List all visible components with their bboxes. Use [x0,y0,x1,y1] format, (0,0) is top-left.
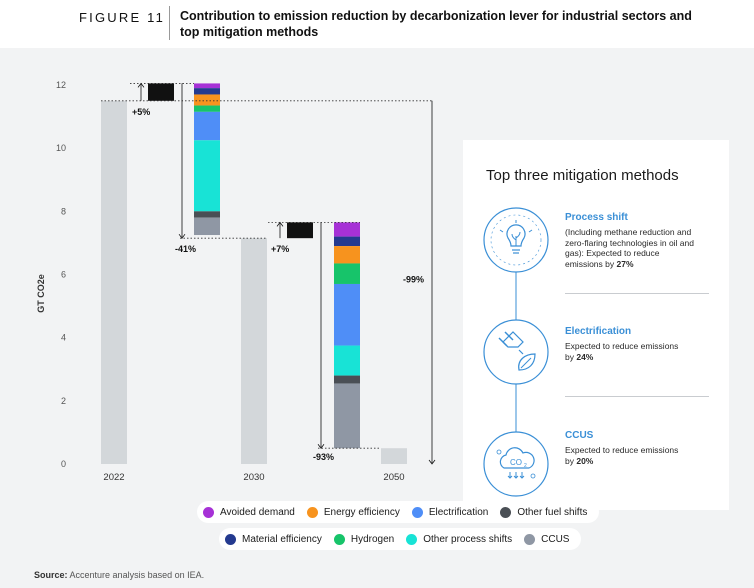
method-icons: CO 2 [483,207,549,497]
svg-text:2: 2 [524,463,527,469]
figure-title: Contribution to emission reduction by de… [180,9,692,39]
y-tick-label: 2 [61,396,66,406]
x-tick-label: 2030 [243,472,264,483]
method-name-process-shift: Process shift [565,212,628,223]
stack-segment-electrification [334,283,360,346]
stack-segment-other-process-shifts [194,140,220,212]
method-name-ccus: CCUS [565,430,594,441]
legend-item: Energy efficiency [306,506,400,518]
reduction-arrow-head [178,233,186,239]
legend-item: Electrification [411,506,489,518]
legend-label: Hydrogen [350,533,395,545]
source-text: Accenture analysis based on IEA. [69,570,205,580]
stack-segment-material-efficiency [334,236,360,247]
x-tick-label: 2022 [103,472,124,483]
stack-segment-other-process-shifts [334,345,360,376]
legend-swatch [524,533,536,545]
legend-item: Material efficiency [225,533,322,545]
legend-label: Material efficiency [242,533,322,545]
source-label: Source: [34,570,68,580]
legend-item: Avoided demand [203,506,295,518]
lightbulb-leaf-icon [483,207,549,273]
total-bar-2022 [101,100,127,464]
legend-label: CCUS [541,533,570,545]
source-note: Source: Accenture analysis based on IEA. [34,570,204,580]
growth-bar [287,222,313,239]
co2-cloud-icon: CO 2 [483,431,549,497]
stack-segment-energy-efficiency [334,246,360,264]
reduction-arrow-head [317,443,325,449]
method-desc-process-shift: (Including methane reduction and zero-fla… [565,227,694,269]
legend-swatch [203,506,214,518]
legend-swatch [411,506,423,518]
method-desc-ccus: Expected to reduce emissions by 20% [565,445,679,466]
stack-segment-hydrogen [334,263,360,284]
growth-bar [148,83,174,101]
y-tick-label: 8 [61,206,66,216]
total-bar-2050 [381,448,407,464]
waterfall-chart: 0 2 4 6 8 10 12 GT CO2e 2022 2030 2050 +5% +7% -41% -9… [36,80,436,483]
plug-leaf-icon [483,319,549,385]
legend-label: Other fuel shifts [517,506,588,518]
svg-text:CO: CO [510,458,522,467]
legend-swatch [500,506,512,518]
mitigation-title: Top three mitigation methods [486,167,679,184]
legend-label: Other process shifts [423,533,513,545]
reduction-label: -93% [313,452,334,462]
method-name-electrification: Electrification [565,326,632,337]
y-tick-label: 6 [61,270,66,280]
method-desc-electrification: Expected to reduce emissions by 24% [565,341,679,362]
stack-segment-electrification [194,111,220,141]
total-bar-2030 [241,238,267,464]
legend-label: Electrification [428,506,489,518]
reduction-arrow-head [428,459,436,465]
stack-segment-material-efficiency [194,88,220,95]
legend-item: Other fuel shifts [500,506,588,518]
y-tick-label: 4 [61,333,66,343]
stack-segment-ccus [334,383,360,449]
mitigation-card: Top three mitigation methods [463,140,729,510]
growth-label: +7% [271,244,289,254]
reduction-label: -41% [175,244,196,254]
y-axis-label: GT CO2e [36,274,46,313]
x-tick-label: 2050 [383,472,404,483]
growth-label: +5% [132,107,150,117]
y-tick-label: 10 [56,143,66,153]
figure-header: FIGURE 11 Contribution to emission reduc… [0,0,754,48]
legend-label: Energy efficiency [323,506,400,518]
legend-swatch [333,533,345,545]
stack-segment-avoided-demand [194,83,220,89]
stack-segment-energy-efficiency [194,94,220,106]
legend-swatch [306,506,318,518]
legend-item: Other process shifts [406,533,513,545]
chart-panel: 0 2 4 6 8 10 12 GT CO2e 2022 2030 2050 +5% +7% -41% -9… [0,48,754,588]
method-separator [565,293,709,294]
stack-segment-other-fuel-shifts [334,375,360,384]
legend-label: Avoided demand [220,506,295,518]
legend-item: Hydrogen [333,533,395,545]
legend-swatch [406,533,418,545]
legend-item: CCUS [524,533,570,545]
reduction-label: -99% [403,274,424,284]
legend-row-2: Material efficiency Hydrogen Other proce… [219,528,582,550]
stack-segment-ccus [194,217,220,236]
stack-segment-hydrogen [194,105,220,112]
stack-segment-avoided-demand [334,222,360,237]
y-tick-label: 0 [61,459,66,469]
header-divider [169,6,170,40]
figure-label: FIGURE 11 [79,10,166,25]
y-tick-label: 12 [56,80,66,90]
legend-swatch [225,533,236,545]
legend-row-1: Avoided demand Energy efficiency Electri… [197,501,600,523]
stack-segment-other-fuel-shifts [194,211,220,218]
method-separator [565,396,709,397]
